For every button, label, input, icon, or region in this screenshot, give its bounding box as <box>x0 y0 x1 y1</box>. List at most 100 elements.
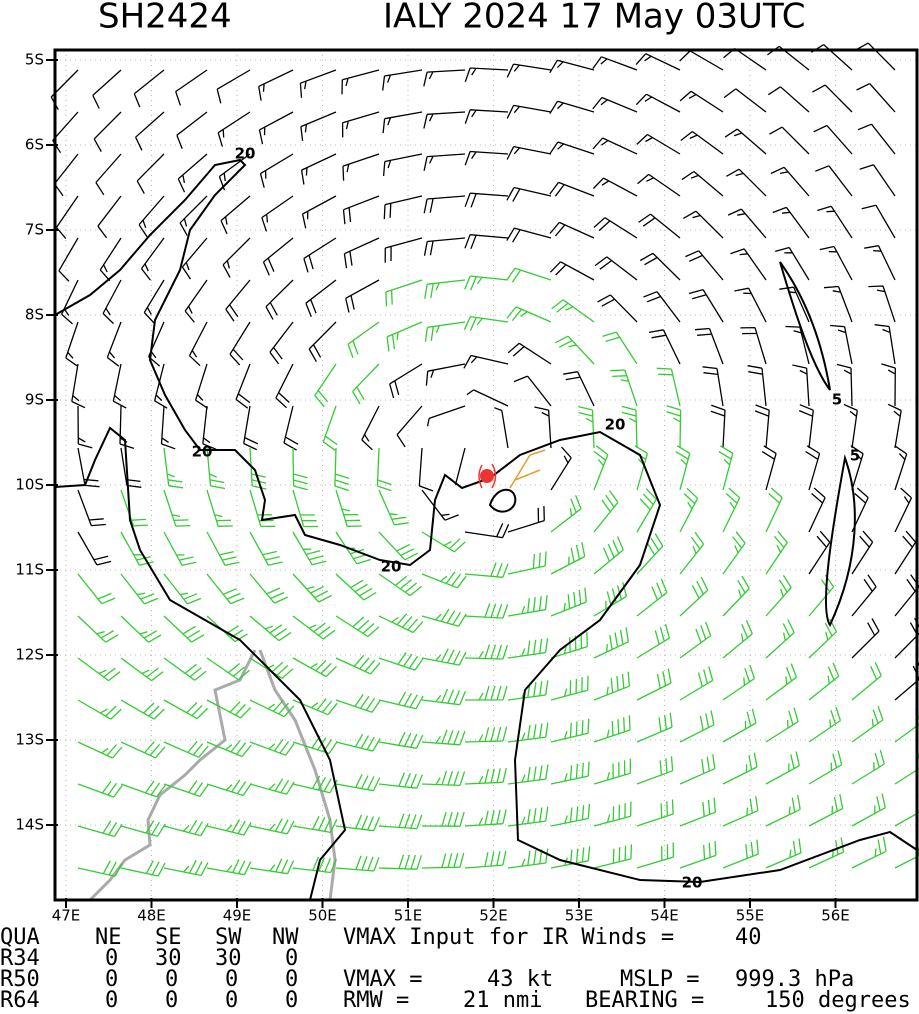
wind-barb <box>723 88 767 113</box>
wind-barb <box>593 715 631 743</box>
wind-barb <box>643 291 681 323</box>
wind-barb <box>808 574 835 617</box>
wind-barb <box>859 164 896 197</box>
wind-barb <box>120 820 166 837</box>
wind-barb <box>722 531 746 575</box>
wind-barb <box>292 573 332 603</box>
wind-barb <box>341 111 380 138</box>
wind-barb <box>258 69 294 101</box>
wind-barb <box>549 100 595 114</box>
wind-barb <box>679 797 717 827</box>
wind-barb <box>421 571 467 589</box>
wind-barb <box>292 447 308 491</box>
wind-barb <box>506 145 552 160</box>
wind-barb <box>464 850 507 869</box>
wind-barb <box>206 699 252 719</box>
wind-barb <box>163 859 209 877</box>
wind-barb <box>808 750 843 785</box>
wind-barb <box>220 195 251 235</box>
wind-barb <box>724 128 767 155</box>
wind-barb <box>507 680 549 701</box>
wind-barb <box>597 294 638 323</box>
wind-barb <box>894 617 919 659</box>
wind-barb <box>894 530 917 575</box>
table-cell: 30 <box>155 946 182 971</box>
wind-barb <box>120 741 166 759</box>
wind-barb <box>120 489 149 527</box>
storm-center <box>480 469 494 483</box>
wind-barb <box>507 638 549 659</box>
wind-barb <box>851 574 877 617</box>
wind-barb <box>464 685 508 701</box>
wind-barb <box>726 168 767 197</box>
wind-barb <box>494 407 509 449</box>
lat-label: 9S <box>25 391 44 409</box>
wind-barb <box>785 325 810 365</box>
wind-barb <box>378 573 422 597</box>
wind-barb <box>856 83 896 113</box>
wind-barb <box>120 657 164 682</box>
wind-barb <box>464 109 509 124</box>
lon-label: 53E <box>565 907 594 925</box>
wind-barb <box>679 90 724 113</box>
wind-barb <box>382 111 423 134</box>
wind-barb <box>335 855 380 872</box>
wind-barb <box>463 354 509 369</box>
wind-barb <box>894 752 919 785</box>
wind-barb <box>206 819 252 836</box>
wind-barb <box>292 775 338 794</box>
wind-barb <box>636 533 664 575</box>
wind-barb <box>636 133 681 155</box>
wind-barb <box>679 840 717 869</box>
table-cell: RMW = <box>343 988 409 1013</box>
wind-barb <box>887 403 902 449</box>
wind-barb <box>283 405 299 451</box>
wind-barb <box>120 860 166 877</box>
lat-label: 6S <box>25 136 44 154</box>
wind-barb <box>464 150 509 166</box>
wind-barb <box>894 487 913 533</box>
wind-barb <box>550 542 586 575</box>
wind-barb <box>812 84 853 113</box>
wind-barb <box>636 578 668 617</box>
wind-barb <box>506 227 552 243</box>
wind-barb <box>119 405 135 450</box>
wind-barb <box>421 770 466 787</box>
wind-barb <box>710 404 726 449</box>
wind-barb <box>235 363 251 409</box>
wind-barb <box>722 708 757 743</box>
wind-barb <box>593 490 619 533</box>
wind-barb <box>464 603 509 619</box>
wind-barb <box>292 816 338 834</box>
wind-barb <box>679 576 709 617</box>
wind-barb <box>765 751 800 785</box>
wind-barb <box>77 860 123 877</box>
wind-barb <box>97 195 122 239</box>
wind-barb <box>767 86 810 113</box>
wind-barb <box>463 315 509 331</box>
wind-barb <box>507 342 552 365</box>
wind-barb <box>636 712 673 743</box>
wind-barb <box>851 793 886 827</box>
wind-barb <box>636 668 672 701</box>
wind-barb <box>120 531 154 566</box>
storm-symbol <box>478 463 497 489</box>
wind-barb <box>550 587 587 617</box>
wind-barb <box>730 248 767 281</box>
wind-barb <box>184 279 208 323</box>
wind-barb <box>249 615 292 642</box>
table-cell: 0 <box>285 967 298 992</box>
table-cell: 40 <box>735 925 762 950</box>
wind-barb <box>808 662 840 701</box>
wind-barb <box>549 181 595 197</box>
wind-barb <box>92 69 122 109</box>
wind-barb <box>765 487 783 533</box>
wind-barb <box>95 153 122 196</box>
wind-barb <box>249 818 295 835</box>
wind-barb <box>722 796 759 827</box>
wind-barbs <box>50 42 919 877</box>
wind-barb <box>507 806 549 827</box>
wind-barb <box>424 321 466 342</box>
wind-barb <box>423 237 466 256</box>
